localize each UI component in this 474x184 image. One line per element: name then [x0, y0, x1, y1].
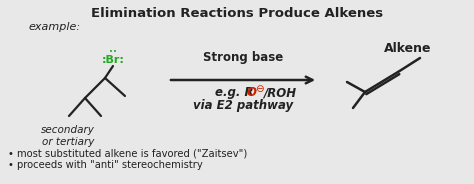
Text: Strong base: Strong base	[203, 51, 283, 64]
Text: • proceeds with "anti" stereochemistry: • proceeds with "anti" stereochemistry	[8, 160, 203, 170]
Text: Elimination Reactions Produce Alkenes: Elimination Reactions Produce Alkenes	[91, 7, 383, 20]
Text: via E2 pathway: via E2 pathway	[193, 99, 293, 112]
Text: • most substituted alkene is favored ("Zaitsev"): • most substituted alkene is favored ("Z…	[8, 148, 247, 158]
Text: secondary
or tertiary: secondary or tertiary	[41, 125, 95, 147]
Text: Alkene: Alkene	[384, 42, 432, 55]
Text: ⊖: ⊖	[255, 84, 264, 94]
Text: /ROH: /ROH	[263, 86, 296, 99]
Text: :Br:: :Br:	[101, 55, 125, 65]
Text: example:: example:	[28, 22, 80, 32]
Text: O: O	[247, 86, 257, 99]
Text: ••: ••	[109, 49, 117, 55]
Text: e.g. R: e.g. R	[215, 86, 254, 99]
